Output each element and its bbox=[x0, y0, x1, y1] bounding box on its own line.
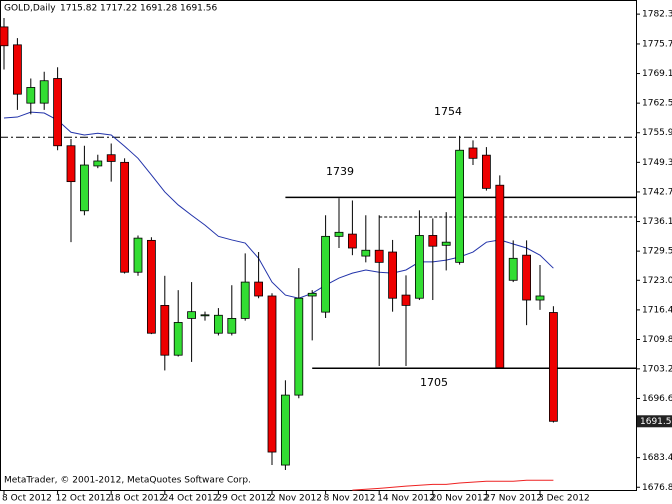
candle-body bbox=[334, 231, 344, 237]
x-tick-label: 20 Nov 2012 bbox=[431, 494, 489, 504]
candle-body bbox=[53, 78, 62, 147]
y-tick-label: 1762.50 bbox=[642, 99, 672, 109]
y-tick-label: 1775.70 bbox=[642, 39, 672, 49]
x-tick-label: 18 Oct 2012 bbox=[109, 494, 165, 504]
candle-body bbox=[227, 318, 237, 334]
y-tick-label: 1729.50 bbox=[642, 247, 672, 257]
candle-body bbox=[361, 249, 371, 257]
annotation: 1754 bbox=[434, 105, 462, 118]
x-tick-label: 8 Oct 2012 bbox=[2, 494, 52, 504]
candle-body bbox=[468, 147, 478, 159]
candle-body bbox=[267, 295, 277, 453]
candle-body bbox=[414, 235, 424, 299]
header-low: 1691.28 bbox=[140, 4, 177, 14]
candle-body bbox=[535, 295, 545, 301]
candle-body bbox=[374, 249, 384, 263]
candle-body bbox=[26, 87, 36, 104]
x-tick-label: 8 Nov 2012 bbox=[324, 494, 376, 504]
candle-body bbox=[120, 161, 129, 273]
y-tick-label: 1716.40 bbox=[642, 305, 672, 315]
y-tick-label: 1782.35 bbox=[642, 10, 672, 20]
y-tick-label: 1736.10 bbox=[642, 217, 672, 227]
candle-body bbox=[160, 305, 170, 356]
y-tick-label: 1755.90 bbox=[642, 128, 672, 138]
candle-body bbox=[347, 233, 357, 249]
candle-body bbox=[106, 154, 116, 162]
x-tick-label: 29 Oct 2012 bbox=[216, 494, 272, 504]
y-tick-label: 1769.10 bbox=[642, 69, 672, 79]
candle-body bbox=[455, 149, 465, 263]
candle-body bbox=[213, 314, 223, 334]
y-tick-label: 1709.80 bbox=[642, 335, 672, 345]
candle-body bbox=[254, 281, 264, 297]
header-high: 1717.22 bbox=[100, 4, 137, 14]
y-tick-label: 1749.30 bbox=[642, 158, 672, 168]
candle-body bbox=[146, 239, 156, 334]
plot-frame bbox=[0, 0, 637, 491]
candle-body bbox=[66, 145, 76, 183]
candle-body bbox=[280, 394, 290, 466]
candle-body bbox=[133, 237, 143, 273]
x-tick-label: 14 Nov 2012 bbox=[377, 494, 435, 504]
y-tick-label: 1703.25 bbox=[642, 364, 672, 374]
candle-body bbox=[388, 251, 398, 299]
candle-body bbox=[200, 314, 210, 317]
moving-average bbox=[352, 479, 554, 491]
candle-body bbox=[240, 281, 250, 319]
x-tick-label: 3 Dec 2012 bbox=[538, 494, 590, 504]
y-tick-label: 1676.85 bbox=[642, 483, 672, 493]
candle-body bbox=[307, 292, 317, 297]
x-tick-label: 12 Oct 2012 bbox=[56, 494, 112, 504]
candle-body bbox=[401, 294, 411, 306]
price-label: 1691.56 bbox=[640, 417, 672, 427]
y-tick-label: 1683.45 bbox=[642, 453, 672, 463]
candle-body bbox=[93, 160, 103, 167]
x-tick-label: 27 Nov 2012 bbox=[484, 494, 542, 504]
candle-body bbox=[294, 297, 304, 396]
x-tick-label: 24 Oct 2012 bbox=[163, 494, 219, 504]
x-tick-label: 2 Nov 2012 bbox=[270, 494, 322, 504]
candle-body bbox=[428, 235, 438, 247]
y-tick-label: 1723.00 bbox=[642, 276, 672, 286]
candle-body bbox=[173, 322, 183, 356]
candle-body bbox=[549, 312, 558, 422]
candle-body bbox=[441, 241, 451, 246]
candle-body bbox=[321, 235, 331, 313]
candle-body bbox=[80, 164, 89, 212]
candle-body bbox=[522, 254, 531, 301]
y-tick-label: 1742.70 bbox=[642, 187, 672, 197]
candle-body bbox=[481, 154, 491, 189]
candle-body bbox=[39, 80, 49, 104]
chart-title: GOLD,Daily bbox=[4, 4, 56, 14]
candle-body bbox=[12, 44, 22, 95]
y-tick-label: 1696.65 bbox=[642, 394, 672, 404]
candle-body bbox=[187, 311, 197, 319]
copyright: MetaTrader, © 2001-2012, MetaQuotes Soft… bbox=[4, 476, 251, 486]
candle-body bbox=[495, 184, 505, 369]
header-close: 1691.56 bbox=[180, 4, 217, 14]
header-open: 1715.82 bbox=[60, 4, 97, 14]
price-label-box bbox=[637, 415, 672, 428]
candle-body bbox=[0, 26, 9, 47]
annotation: 1705 bbox=[420, 376, 448, 389]
candle-body bbox=[508, 257, 518, 281]
annotation: 1739 bbox=[326, 165, 354, 178]
